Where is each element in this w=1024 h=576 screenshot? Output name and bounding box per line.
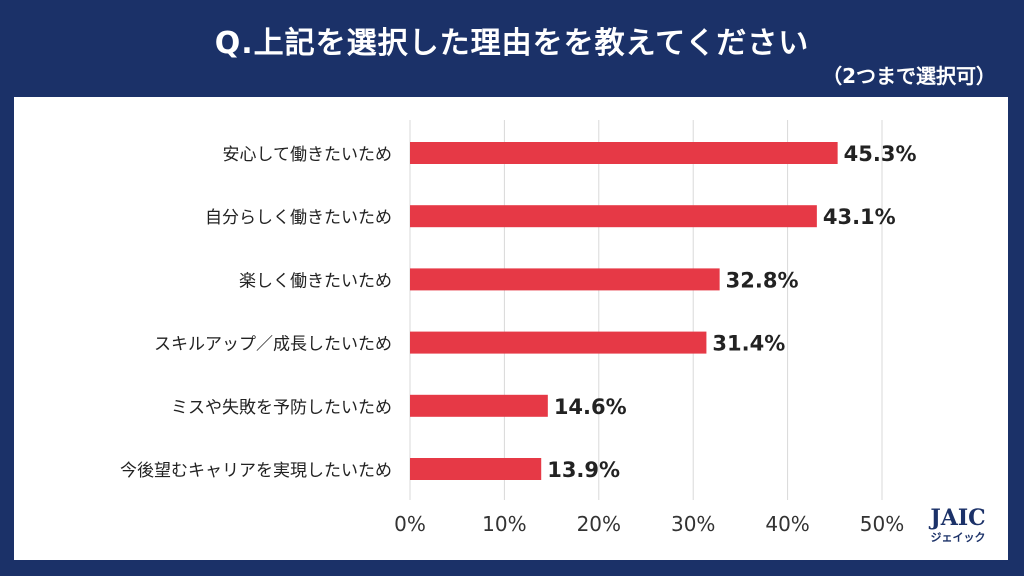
x-tick-label: 40%: [765, 512, 809, 536]
bar: [410, 331, 707, 354]
x-tick-label: 0%: [394, 512, 426, 536]
x-tick-label: 50%: [860, 512, 904, 536]
data-label: 14.6%: [554, 395, 627, 419]
logo-sub: ジェイック: [930, 531, 986, 544]
bar: [410, 142, 838, 164]
logo-text: JAIC: [930, 505, 986, 531]
data-label: 31.4%: [712, 332, 785, 356]
category-label: 楽しく働きたいため: [239, 271, 392, 291]
category-label: スキルアップ／成長したいため: [154, 335, 392, 355]
chart-panel: [14, 97, 1008, 560]
category-label: 安心して働きたいため: [223, 145, 393, 165]
chart-subtitle: （2つまで選択可）: [822, 64, 996, 88]
x-tick-label: 30%: [671, 512, 715, 536]
x-tick-label: 20%: [577, 512, 621, 536]
data-label: 43.1%: [823, 205, 896, 229]
bar: [410, 268, 720, 291]
bar: [410, 205, 817, 228]
data-label: 13.9%: [547, 458, 620, 482]
x-tick-label: 10%: [482, 512, 526, 536]
bar: [410, 458, 542, 480]
jaic-logo: JAIC ジェイック: [918, 507, 998, 545]
category-label: 今後望むキャリアを実現したいため: [120, 461, 392, 481]
chart-title: Q.上記を選択した理由をを教えてください: [214, 26, 810, 61]
bar: [410, 394, 548, 417]
category-label: ミスや失敗を予防したいため: [171, 398, 392, 418]
data-label: 32.8%: [726, 268, 799, 292]
category-label: 自分らしく働きたいため: [205, 208, 392, 228]
data-label: 45.3%: [844, 142, 917, 166]
